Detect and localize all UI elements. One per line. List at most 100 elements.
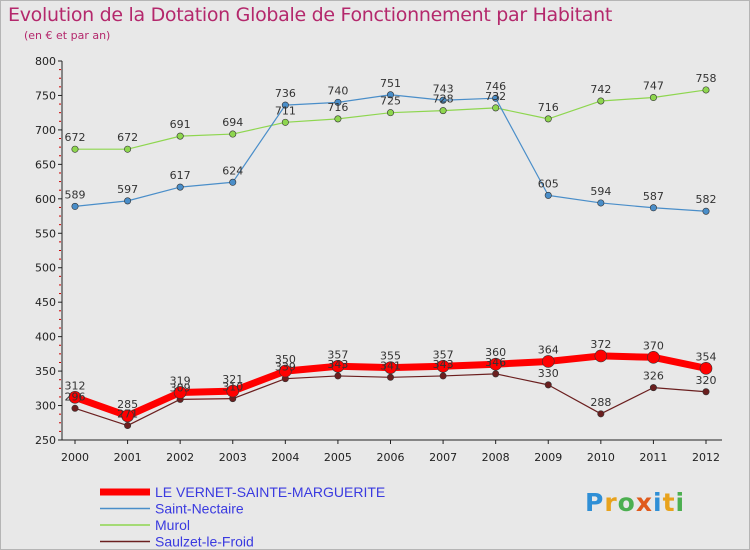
data-point	[439, 372, 447, 380]
data-point	[71, 145, 79, 153]
data-point	[489, 357, 502, 371]
data-point	[649, 384, 657, 392]
data-label: 341	[380, 359, 401, 372]
data-point	[71, 202, 79, 210]
data-point	[439, 107, 447, 115]
data-label: 364	[538, 343, 559, 356]
data-label: 691	[170, 118, 191, 131]
legend-label: LE VERNET-SAINTE-MARGUERITE	[155, 484, 385, 500]
chart-title: Evolution de la Dotation Globale de Fonc…	[8, 4, 613, 26]
y-tick-label: 750	[35, 89, 56, 102]
data-label: 746	[485, 80, 506, 93]
legend-label: Murol	[155, 517, 190, 533]
data-point	[492, 104, 500, 112]
data-label: 672	[65, 131, 86, 144]
x-tick-label: 2012	[692, 451, 720, 464]
y-tick-label: 300	[35, 400, 56, 413]
data-label: 326	[643, 370, 664, 383]
data-label: 360	[485, 346, 506, 359]
x-tick-label: 2006	[377, 451, 405, 464]
data-point	[281, 118, 289, 126]
data-point	[649, 204, 657, 212]
data-label: 594	[590, 185, 611, 198]
data-label: 357	[433, 348, 454, 361]
logo-letter: P	[585, 488, 605, 517]
data-label: 288	[590, 396, 611, 409]
data-label: 711	[275, 104, 296, 117]
y-tick-label: 350	[35, 365, 56, 378]
data-point	[124, 197, 132, 205]
data-label: 605	[538, 177, 559, 190]
data-point	[386, 109, 394, 117]
x-tick-label: 2010	[587, 451, 615, 464]
data-label: 716	[327, 101, 348, 114]
data-label: 310	[222, 381, 243, 394]
data-point	[597, 410, 605, 418]
data-point	[68, 390, 82, 404]
data-point	[649, 94, 657, 102]
data-point	[281, 101, 289, 109]
y-tick-label: 650	[35, 158, 56, 171]
data-label: 339	[275, 361, 296, 374]
data-point	[334, 115, 342, 123]
data-point	[492, 94, 500, 102]
data-point	[71, 404, 79, 412]
data-label: 587	[643, 190, 664, 203]
data-label: 732	[485, 90, 506, 103]
data-point	[124, 422, 132, 430]
series-le-vernet-sainte-marguerite	[68, 349, 713, 423]
y-tick-label: 800	[35, 55, 56, 68]
data-point	[384, 361, 397, 374]
data-point	[173, 386, 187, 399]
y-tick-label: 250	[35, 434, 56, 447]
y-tick-label: 500	[35, 262, 56, 275]
logo-letter: i	[653, 488, 663, 517]
data-label: 725	[380, 95, 401, 108]
data-point	[544, 115, 552, 123]
data-point	[597, 97, 605, 105]
data-point	[541, 355, 555, 368]
data-label: 597	[117, 183, 138, 196]
series-murol	[71, 86, 710, 153]
data-label: 736	[275, 87, 296, 100]
data-label: 624	[222, 164, 243, 177]
data-label: 355	[380, 350, 401, 363]
series-saint-nectaire	[71, 91, 710, 215]
data-label: 350	[275, 353, 296, 366]
data-label: 694	[222, 116, 243, 129]
data-point	[594, 349, 608, 363]
logo-letter: t	[662, 488, 676, 517]
data-point	[702, 207, 710, 215]
data-point	[124, 145, 132, 153]
data-point	[647, 351, 660, 364]
data-label: 617	[170, 169, 191, 182]
data-point	[544, 191, 552, 199]
data-label: 751	[380, 77, 401, 90]
data-point	[386, 373, 394, 381]
data-point	[436, 359, 450, 373]
data-label: 740	[327, 84, 348, 97]
x-tick-label: 2007	[429, 451, 457, 464]
data-label: 343	[433, 358, 454, 371]
y-tick-label: 400	[35, 331, 56, 344]
y-tick-label: 550	[35, 227, 56, 240]
data-point	[229, 178, 237, 186]
x-tick-label: 2004	[271, 451, 299, 464]
data-point	[334, 372, 342, 380]
data-label: 296	[65, 390, 86, 403]
y-tick-label: 450	[35, 296, 56, 309]
data-point	[176, 132, 184, 140]
data-point	[544, 381, 552, 389]
data-label: 743	[433, 82, 454, 95]
data-point	[176, 183, 184, 191]
data-point	[702, 86, 710, 94]
data-label: 672	[117, 131, 138, 144]
x-tick-label: 2008	[482, 451, 510, 464]
data-label: 589	[65, 188, 86, 201]
data-label: 346	[485, 356, 506, 369]
data-point	[334, 98, 342, 106]
data-label: 354	[696, 350, 717, 363]
data-label: 312	[65, 379, 86, 392]
x-tick-label: 2001	[114, 451, 142, 464]
